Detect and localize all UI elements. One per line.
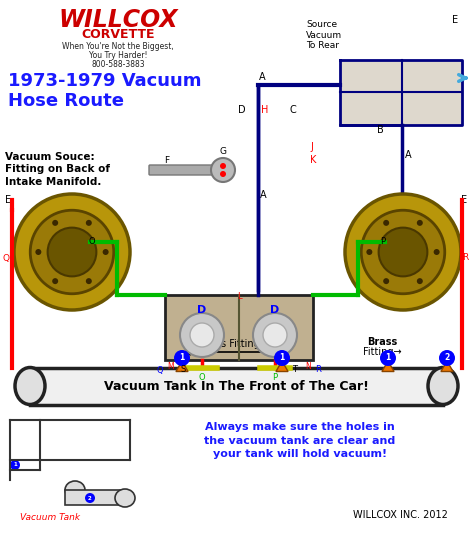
Text: WILLCOX: WILLCOX bbox=[58, 8, 178, 32]
Text: CORVETTE: CORVETTE bbox=[81, 28, 155, 41]
Text: You Try Harder!: You Try Harder! bbox=[89, 51, 147, 60]
Text: Always make sure the holes in
the vacuum tank are clear and
your tank will hold : Always make sure the holes in the vacuum… bbox=[204, 422, 396, 459]
Circle shape bbox=[211, 158, 235, 182]
Text: R: R bbox=[462, 254, 468, 263]
Text: 1: 1 bbox=[385, 354, 391, 362]
Text: When You're Not the Biggest,: When You're Not the Biggest, bbox=[62, 42, 174, 51]
Circle shape bbox=[253, 313, 297, 357]
Text: 1: 1 bbox=[179, 354, 185, 362]
Text: M: M bbox=[167, 362, 173, 371]
Text: Vacuum Tank: Vacuum Tank bbox=[20, 513, 80, 522]
Text: O: O bbox=[199, 374, 205, 383]
Bar bbox=[165, 295, 313, 360]
Text: D: D bbox=[238, 105, 246, 115]
Ellipse shape bbox=[65, 481, 85, 499]
Circle shape bbox=[439, 350, 455, 366]
Text: C: C bbox=[290, 105, 296, 115]
Text: G: G bbox=[219, 147, 227, 156]
Circle shape bbox=[220, 163, 226, 169]
Circle shape bbox=[174, 350, 190, 366]
Circle shape bbox=[180, 313, 224, 357]
Text: ←Brass Fittings→: ←Brass Fittings→ bbox=[191, 339, 273, 349]
Bar bbox=[30, 368, 443, 405]
Ellipse shape bbox=[115, 489, 135, 507]
Text: Brass: Brass bbox=[367, 337, 397, 347]
Circle shape bbox=[190, 323, 214, 347]
Text: H: H bbox=[261, 105, 269, 115]
Circle shape bbox=[361, 210, 445, 294]
Circle shape bbox=[220, 171, 226, 177]
Circle shape bbox=[86, 220, 92, 226]
Circle shape bbox=[434, 249, 440, 255]
Text: E: E bbox=[5, 195, 11, 205]
Text: Vacuum Souce:
Fitting on Back of
Intake Manifold.: Vacuum Souce: Fitting on Back of Intake … bbox=[5, 152, 110, 187]
Text: 1973-1979 Vacuum
Hose Route: 1973-1979 Vacuum Hose Route bbox=[8, 72, 201, 110]
Text: 800-588-3883: 800-588-3883 bbox=[91, 60, 145, 69]
Circle shape bbox=[10, 460, 20, 470]
Circle shape bbox=[48, 228, 96, 277]
Text: 2: 2 bbox=[88, 495, 92, 501]
Text: P: P bbox=[381, 237, 385, 246]
Text: T: T bbox=[292, 366, 298, 375]
Bar bbox=[65, 490, 125, 505]
Circle shape bbox=[30, 210, 114, 294]
Circle shape bbox=[14, 194, 130, 310]
Circle shape bbox=[417, 278, 423, 284]
Circle shape bbox=[380, 350, 396, 366]
Text: A: A bbox=[405, 150, 411, 160]
Text: D: D bbox=[197, 305, 207, 315]
Circle shape bbox=[383, 278, 389, 284]
Circle shape bbox=[85, 493, 95, 503]
Circle shape bbox=[274, 350, 290, 366]
Text: O: O bbox=[89, 237, 95, 246]
Text: Vacuum Tank In The Front of The Car!: Vacuum Tank In The Front of The Car! bbox=[103, 379, 368, 392]
Text: 2: 2 bbox=[444, 354, 450, 362]
Ellipse shape bbox=[15, 368, 45, 405]
Circle shape bbox=[86, 278, 92, 284]
Text: R: R bbox=[315, 366, 321, 375]
Text: D: D bbox=[270, 305, 280, 315]
Text: A: A bbox=[259, 72, 265, 82]
Text: J: J bbox=[310, 142, 313, 152]
Text: E: E bbox=[461, 195, 467, 205]
Text: K: K bbox=[310, 155, 316, 165]
Circle shape bbox=[345, 194, 461, 310]
Circle shape bbox=[103, 249, 109, 255]
Ellipse shape bbox=[428, 368, 458, 405]
Text: L: L bbox=[237, 292, 241, 301]
Circle shape bbox=[366, 249, 373, 255]
FancyBboxPatch shape bbox=[149, 165, 216, 175]
Text: Q: Q bbox=[156, 366, 163, 375]
Text: 1: 1 bbox=[13, 463, 17, 467]
Text: S: S bbox=[181, 366, 186, 375]
Text: P: P bbox=[273, 374, 278, 383]
Text: F: F bbox=[164, 156, 170, 165]
Circle shape bbox=[52, 278, 58, 284]
Circle shape bbox=[417, 220, 423, 226]
Circle shape bbox=[52, 220, 58, 226]
Text: Source
Vacuum
To Rear: Source Vacuum To Rear bbox=[306, 20, 342, 50]
Text: N: N bbox=[305, 362, 311, 371]
Circle shape bbox=[379, 228, 428, 277]
Text: Fitting→: Fitting→ bbox=[363, 347, 401, 357]
Circle shape bbox=[263, 323, 287, 347]
Text: B: B bbox=[377, 125, 383, 135]
Text: Q: Q bbox=[3, 254, 10, 263]
Text: E: E bbox=[452, 15, 458, 25]
Text: A: A bbox=[260, 190, 266, 200]
Circle shape bbox=[36, 249, 41, 255]
Circle shape bbox=[383, 220, 389, 226]
Text: 1: 1 bbox=[279, 354, 284, 362]
Text: WILLCOX INC. 2012: WILLCOX INC. 2012 bbox=[353, 510, 447, 520]
Bar bbox=[340, 60, 462, 125]
